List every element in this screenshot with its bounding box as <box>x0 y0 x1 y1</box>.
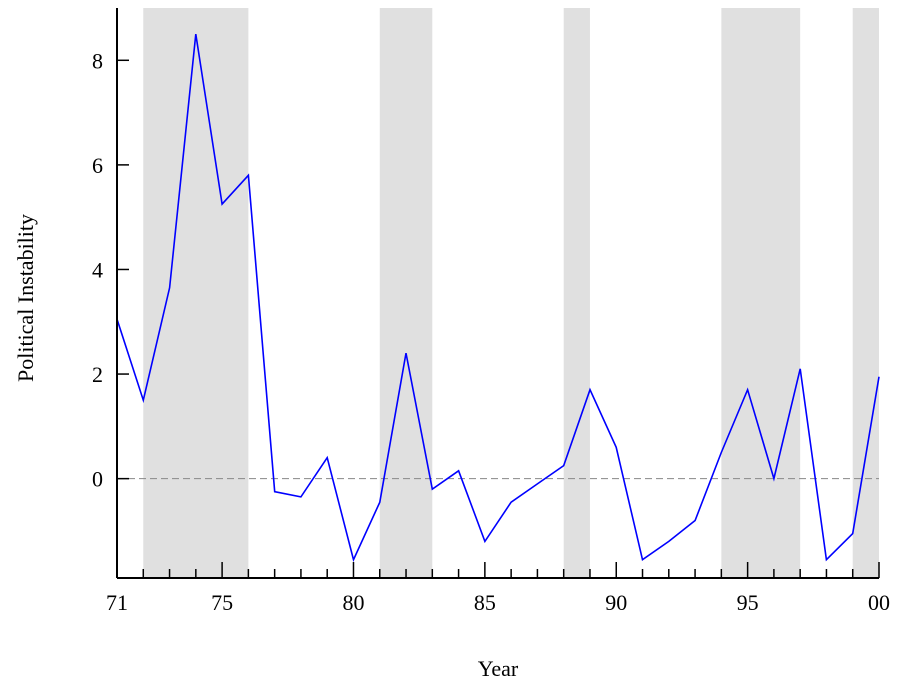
shaded-periods <box>143 8 879 578</box>
series-line-0 <box>116 33 880 563</box>
y-axis-title: Political Instability <box>13 214 38 382</box>
shaded-period-4 <box>852 8 879 578</box>
series-group <box>116 33 880 563</box>
x-axis-title: Year <box>478 656 519 681</box>
x-tick-label-00: 00 <box>868 590 890 615</box>
y-tick-label-8: 8 <box>92 48 103 73</box>
y-axis-ticks: 0 2 4 6 8 <box>92 48 129 492</box>
x-tick-label-85: 85 <box>474 590 496 615</box>
x-tick-label-75: 75 <box>211 590 233 615</box>
axes <box>116 8 879 579</box>
y-tick-label-0: 0 <box>92 467 103 492</box>
x-axis-ticks: 71 75 80 85 90 95 00 <box>106 562 890 615</box>
y-tick-label-2: 2 <box>92 362 103 387</box>
shaded-period-3 <box>721 8 801 578</box>
x-tick-label-80: 80 <box>342 590 364 615</box>
y-tick-label-4: 4 <box>92 257 103 282</box>
shaded-period-2 <box>563 8 590 578</box>
shaded-period-1 <box>379 8 433 578</box>
x-tick-label-95: 95 <box>737 590 759 615</box>
y-tick-label-6: 6 <box>92 153 103 178</box>
x-tick-label-90: 90 <box>605 590 627 615</box>
x-tick-label-71: 71 <box>106 590 128 615</box>
shaded-period-0 <box>143 8 249 578</box>
